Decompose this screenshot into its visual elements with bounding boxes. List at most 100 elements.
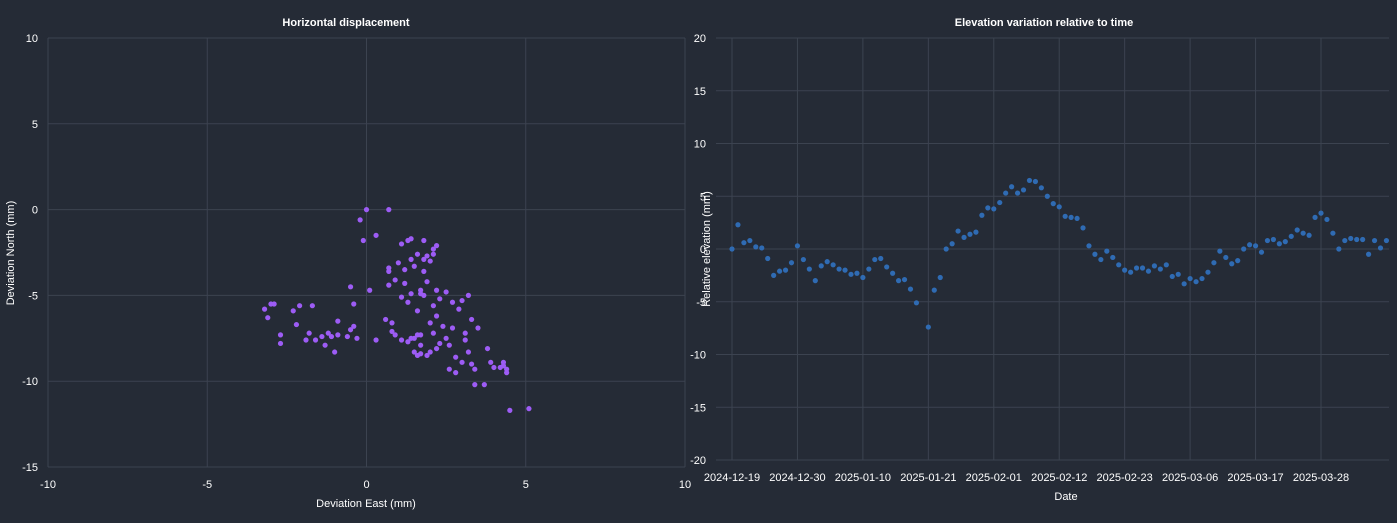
data-point	[443, 335, 449, 341]
data-point	[433, 243, 440, 249]
x-axis-label: Deviation East (mm)	[316, 498, 416, 510]
data-point	[504, 370, 510, 376]
data-point	[453, 354, 459, 360]
data-point	[1270, 236, 1277, 243]
data-point	[1163, 262, 1169, 268]
y-tick-label: 20	[694, 33, 706, 45]
data-point	[771, 272, 777, 278]
data-point	[351, 323, 357, 329]
x-tick-label: 0	[363, 479, 369, 491]
data-point	[1151, 263, 1158, 269]
data-point	[386, 282, 392, 288]
data-point	[1258, 249, 1265, 255]
data-point	[1365, 251, 1372, 257]
data-point	[860, 274, 866, 281]
y-tick-label: 15	[694, 86, 706, 98]
data-point	[747, 237, 753, 244]
data-point	[1360, 236, 1366, 243]
data-point	[430, 251, 436, 257]
data-point	[1074, 215, 1080, 222]
data-point	[1009, 184, 1015, 190]
data-point	[1288, 233, 1294, 239]
data-point	[1116, 262, 1122, 268]
data-point	[884, 264, 890, 270]
data-point	[753, 244, 759, 250]
data-point	[782, 267, 789, 273]
y-tick-label: 5	[32, 119, 38, 131]
data-point	[462, 337, 468, 343]
data-point	[1110, 254, 1116, 261]
data-point	[456, 306, 462, 312]
data-point	[459, 359, 465, 365]
data-point	[1235, 258, 1241, 264]
data-point	[427, 349, 433, 355]
data-point	[386, 207, 392, 213]
data-point	[1336, 246, 1342, 252]
y-tick-label: -20	[690, 455, 706, 467]
data-point	[741, 240, 747, 246]
x-tick-label: 2025-02-23	[1097, 472, 1153, 484]
data-point	[392, 332, 398, 338]
data-point	[507, 407, 513, 413]
data-point	[1092, 251, 1098, 257]
data-point	[1050, 201, 1056, 207]
data-point	[1264, 237, 1271, 244]
data-point	[1383, 237, 1390, 244]
data-point	[332, 349, 338, 355]
data-point	[1145, 268, 1152, 274]
data-point	[491, 364, 497, 371]
data-point	[759, 245, 765, 251]
data-point	[421, 237, 427, 244]
data-point	[1318, 210, 1324, 216]
data-point	[1080, 225, 1086, 231]
y-tick-label: -10	[22, 376, 38, 388]
data-point	[901, 276, 908, 283]
data-point	[1193, 279, 1199, 285]
data-point	[1098, 256, 1104, 263]
data-point	[848, 271, 854, 277]
data-point	[421, 256, 427, 262]
data-point	[526, 406, 532, 412]
y-tick-label: -15	[690, 402, 706, 414]
data-point	[312, 337, 319, 343]
data-point	[1229, 261, 1235, 267]
data-point	[500, 363, 507, 369]
y-axis-label: Relative elevation (mm)	[701, 191, 713, 307]
data-point	[1377, 245, 1384, 251]
data-point	[1300, 230, 1306, 236]
data-point	[1252, 243, 1259, 249]
data-point	[1062, 213, 1068, 219]
chart-title: Horizontal displacement	[282, 17, 409, 29]
x-tick-label: 2025-03-06	[1162, 472, 1218, 484]
data-point	[430, 330, 436, 336]
data-point	[1342, 237, 1348, 244]
data-point	[931, 287, 937, 293]
data-point	[427, 320, 433, 326]
data-point	[421, 268, 427, 274]
y-tick-label: -10	[690, 350, 706, 362]
data-point	[1044, 193, 1050, 199]
data-point	[765, 255, 771, 262]
data-point	[1223, 254, 1229, 261]
x-tick-label: 5	[523, 479, 529, 491]
data-point	[408, 291, 414, 297]
x-tick-label: 2024-12-30	[769, 472, 825, 484]
data-point	[1032, 178, 1039, 185]
data-point	[459, 297, 465, 304]
data-point	[408, 236, 414, 242]
data-point	[433, 287, 440, 293]
data-point	[427, 258, 433, 264]
data-point	[405, 339, 411, 345]
data-point	[842, 267, 848, 273]
data-point	[890, 270, 896, 276]
data-point	[1104, 248, 1110, 254]
data-point	[979, 212, 985, 218]
data-point	[1139, 265, 1146, 271]
data-point	[440, 323, 446, 329]
data-point	[465, 292, 472, 298]
data-point	[872, 256, 878, 263]
data-point	[411, 349, 417, 355]
data-point	[800, 256, 806, 263]
data-point	[481, 382, 487, 388]
data-point	[325, 330, 331, 336]
